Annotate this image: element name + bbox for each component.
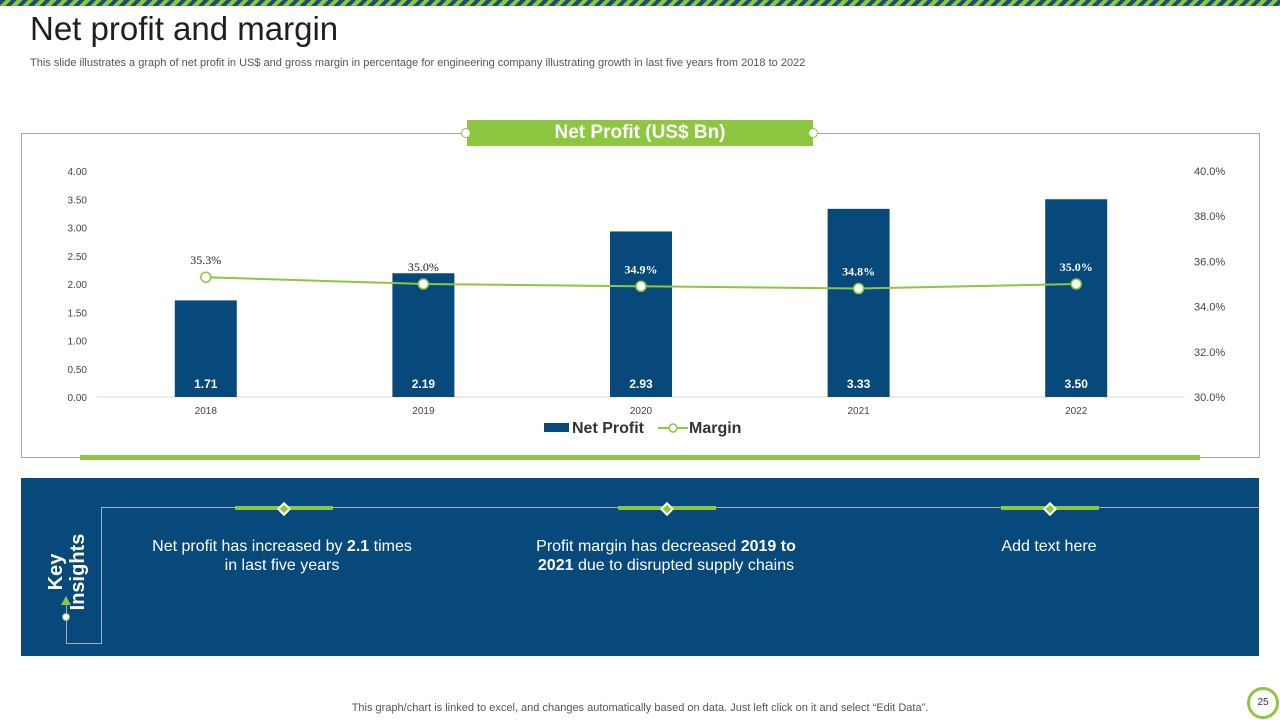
point-margin (1070, 278, 1082, 290)
chart-underline (80, 455, 1200, 460)
bracket-bottom-line (66, 643, 102, 644)
bar-net-profit (610, 231, 672, 397)
bar-net-profit (392, 273, 455, 397)
insight-2-post: due to disrupted supply chains (573, 557, 795, 574)
y-right-tick-label: 36.0% (1194, 256, 1225, 268)
footer-note: This graph/chart is linked to excel, and… (351, 702, 929, 714)
insight-1-pre: Net profit has increased by (152, 538, 347, 555)
bracket-stem-line (66, 605, 67, 643)
bracket-left-line (101, 507, 102, 643)
insight-3-pre: Add text here (1001, 538, 1097, 555)
bar-value-label: 1.71 (194, 377, 218, 391)
bar-net-profit (174, 300, 237, 397)
margin-value-label: 35.0% (1060, 260, 1093, 274)
x-tick-label: 2018 (195, 406, 218, 417)
legend-label-margin: Margin (689, 420, 741, 437)
insight-2-text: Profit margin has decreased 2019 to 2021… (536, 537, 796, 575)
insight-1-text: Net profit has increased by 2.1 times in… (152, 537, 412, 575)
page-title: Net profit and margin (30, 10, 339, 47)
margin-value-label: 35.3% (190, 253, 221, 267)
margin-value-label: 34.9% (625, 262, 658, 276)
insight-1-bold: 2.1 (346, 538, 370, 555)
key-insights-label-line2: Insights (67, 533, 89, 611)
chart-title-left-dot (461, 128, 471, 138)
y-left-tick-label: 1.50 (68, 308, 88, 319)
y-left-tick-label: 3.00 (68, 224, 88, 235)
insight-2-bold: 2019 to 2021 (537, 538, 796, 574)
y-right-tick-label: 30.0% (1194, 392, 1225, 404)
bar-net-profit (827, 208, 890, 397)
y-right-tick-label: 34.0% (1194, 302, 1225, 314)
page-number: 25 (1247, 687, 1279, 719)
chart-title: Net Profit (US$ Bn) (467, 120, 813, 146)
arrow-dot-icon (62, 613, 70, 621)
point-margin (635, 280, 647, 293)
x-tick-label: 2020 (630, 406, 653, 417)
arrow-up-icon (61, 596, 71, 605)
y-right-tick-label: 38.0% (1194, 211, 1225, 223)
x-tick-label: 2019 (412, 406, 435, 417)
point-margin (200, 271, 212, 283)
bar-value-label: 3.50 (1065, 377, 1089, 391)
y-left-tick-label: 1.00 (68, 337, 88, 348)
legend-swatch-net-profit (544, 423, 569, 432)
insight-3-text[interactable]: Add text here (969, 537, 1129, 556)
bar-value-label: 2.93 (629, 377, 653, 391)
y-left-tick-label: 2.00 (68, 280, 88, 291)
bar-value-label: 3.33 (847, 377, 871, 391)
y-left-tick-label: 3.50 (68, 195, 88, 206)
y-left-tick-label: 2.50 (68, 252, 88, 263)
insight-1-post: times in last five years (224, 538, 412, 574)
top-stripe (0, 0, 1280, 6)
y-left-tick-label: 4.00 (68, 167, 88, 178)
chart-title-right-dot (808, 128, 818, 138)
page-subtitle: This slide illustrates a graph of net pr… (30, 57, 806, 69)
point-margin (852, 282, 865, 295)
chart-svg[interactable]: 0.00 0.50 1.00 1.50 2.00 2.50 3.00 3.50 4.00 30.0… (0, 0, 1280, 470)
margin-value-label: 34.8% (842, 265, 875, 279)
y-left-tick-label: 0.00 (68, 393, 88, 404)
x-tick-label: 2021 (847, 406, 870, 417)
margin-value-label: 35.0% (408, 260, 439, 274)
y-right-tick-label: 32.0% (1194, 347, 1225, 359)
insight-2-pre: Profit margin has decreased (536, 538, 741, 555)
legend-marker-margin (668, 423, 678, 433)
y-left-tick-label: 0.50 (68, 365, 88, 376)
legend-label-net-profit: Net Profit (572, 420, 645, 437)
key-insights-label: Key Insights (30, 500, 100, 630)
x-tick-label: 2022 (1065, 406, 1088, 417)
bar-net-profit (1045, 199, 1108, 397)
point-margin (417, 278, 430, 290)
y-right-tick-label: 40.0% (1194, 166, 1225, 178)
bar-value-label: 2.19 (412, 377, 436, 391)
